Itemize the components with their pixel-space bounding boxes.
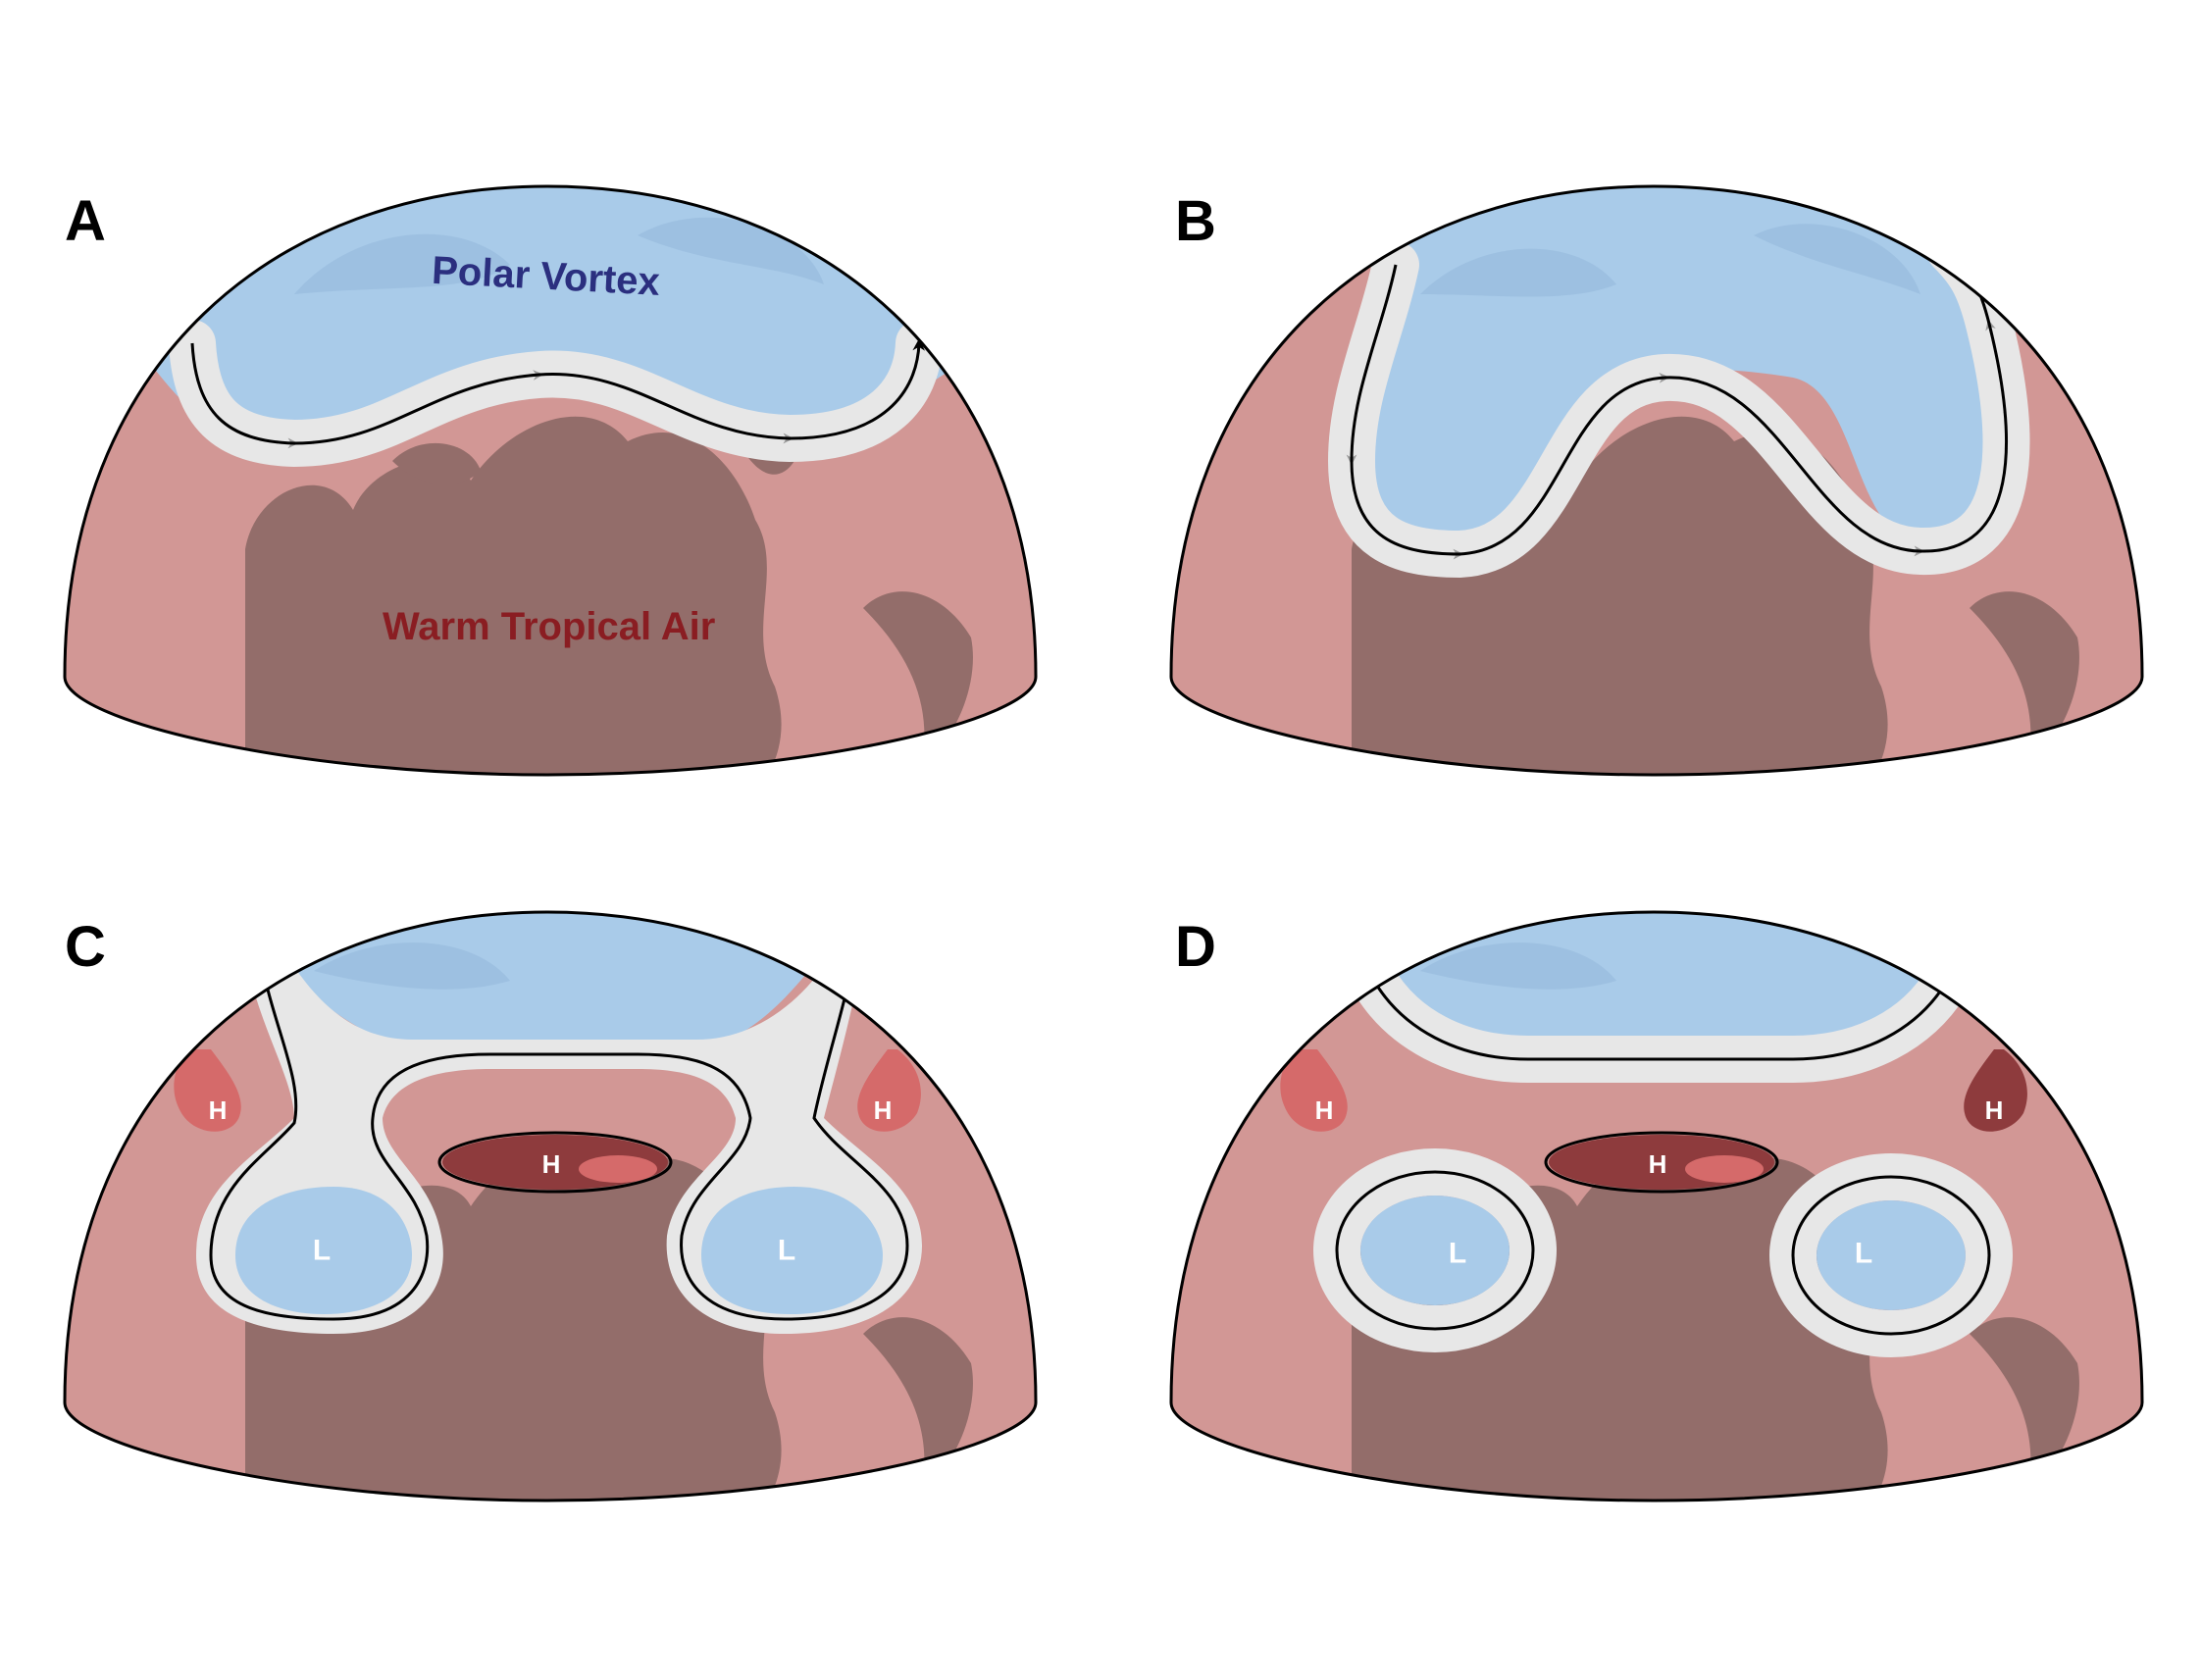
dome-outline: [1169, 184, 2144, 777]
polar-shade: [1420, 224, 1920, 297]
jet-stream-line: [1335, 1170, 1535, 1331]
panel-b: B: [1169, 184, 2144, 777]
panel-letter: C: [65, 915, 106, 979]
dome-outline: [1169, 910, 2144, 1502]
high-pressure-highlight: [1685, 1155, 1764, 1183]
low-pressure-cell: [1360, 1196, 1510, 1305]
low-pressure-label: L: [778, 1235, 795, 1267]
panel-d: D H H H L L: [1169, 910, 2144, 1502]
high-pressure-cell: [1964, 1049, 2027, 1132]
panel-a: A Polar Vortex Warm Tropical Air: [63, 184, 1038, 777]
high-pressure-label: H: [1315, 1095, 1334, 1125]
high-pressure-label: H: [542, 1149, 561, 1179]
panel-letter: D: [1175, 915, 1216, 979]
polar-air-area: [65, 186, 1036, 441]
panel-letter: B: [1175, 189, 1216, 253]
dome-d: [1171, 912, 2142, 1501]
high-pressure-cell: [857, 1049, 921, 1132]
high-pressure-ring: [1544, 1131, 1779, 1194]
dome-a: [65, 186, 1036, 775]
low-pressure-cell: [1817, 1200, 1966, 1310]
jet-stream-line: [1369, 971, 1953, 1061]
high-pressure-label: H: [874, 1095, 893, 1125]
high-pressure-highlight: [579, 1155, 657, 1183]
dome-b: [1171, 186, 2142, 775]
low-pressure-label: L: [313, 1235, 331, 1267]
jet-stream-line: [1350, 246, 2008, 556]
polar-shade: [294, 217, 824, 294]
land-mass: [245, 416, 782, 775]
jet-stream-line: [1791, 1175, 1991, 1336]
low-pressure-cell: [235, 1187, 412, 1314]
low-pressure-label: L: [1449, 1238, 1466, 1270]
panel-letter: A: [65, 189, 106, 253]
land-mass: [1970, 1317, 2079, 1491]
warm-tropical-air-label: Warm Tropical Air: [383, 605, 715, 648]
low-pressure-cell: [701, 1187, 883, 1314]
land-mass: [863, 591, 973, 765]
high-pressure-cell: [1280, 1049, 1348, 1132]
low-pressure-label: L: [1855, 1238, 1872, 1270]
dome-c: [65, 912, 1036, 1501]
land-mass: [1970, 591, 2079, 765]
high-pressure-ring: [437, 1131, 673, 1194]
polar-shade: [1420, 942, 1616, 990]
jet-stream-line: [190, 337, 925, 445]
polar-shade: [314, 942, 510, 990]
high-pressure-label: H: [209, 1095, 228, 1125]
land-mass: [863, 1317, 973, 1491]
high-pressure-cell: [174, 1049, 241, 1132]
high-pressure-label: H: [1985, 1095, 2004, 1125]
land-mass: [392, 442, 481, 484]
jet-stream-line: [209, 950, 909, 1321]
dome-outline: [63, 910, 1038, 1502]
dome-outline: [63, 184, 1038, 777]
panel-c: C H H H L L: [63, 910, 1038, 1502]
high-pressure-label: H: [1649, 1149, 1667, 1179]
